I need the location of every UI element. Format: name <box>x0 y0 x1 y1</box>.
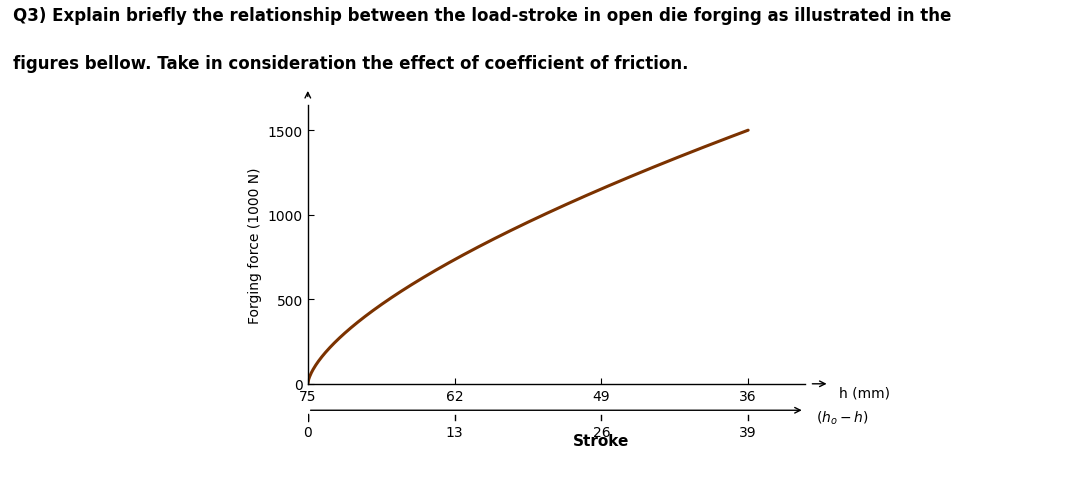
Text: 13: 13 <box>446 425 463 440</box>
Text: 26: 26 <box>593 425 610 440</box>
Text: Q3) Explain briefly the relationship between the load-stroke in open die forging: Q3) Explain briefly the relationship bet… <box>13 7 951 25</box>
Text: figures bellow. Take in consideration the effect of coefficient of friction.: figures bellow. Take in consideration th… <box>13 55 688 73</box>
Text: 39: 39 <box>740 425 757 440</box>
Text: 0: 0 <box>303 425 312 440</box>
Text: $(h_o-h)$: $(h_o-h)$ <box>815 409 868 426</box>
Y-axis label: Forging force (1000 N): Forging force (1000 N) <box>248 167 262 323</box>
Text: Stroke: Stroke <box>573 433 630 448</box>
Text: h (mm): h (mm) <box>839 385 890 399</box>
